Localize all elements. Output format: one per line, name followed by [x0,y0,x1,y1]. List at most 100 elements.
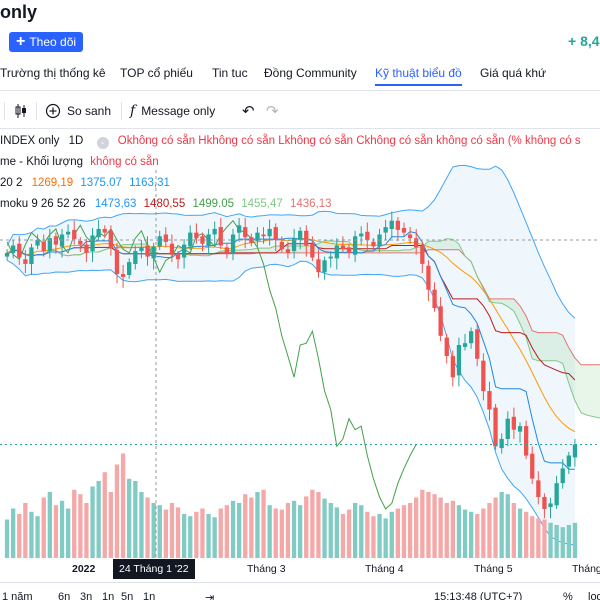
follow-button[interactable]: + Theo dõi [9,32,84,52]
candle-body [340,245,346,250]
candle-body [96,228,101,238]
percent-toggle[interactable]: % [563,591,573,600]
range-3m[interactable]: 3n [80,591,93,600]
volume-bar [127,478,132,558]
volume-bar [298,505,303,558]
tab-community[interactable]: Đồng Community [264,66,357,80]
candle-body [530,453,535,479]
volume-bar [377,514,382,558]
volume-bar [194,511,199,558]
range-6m[interactable]: 6n [58,591,71,600]
candle-body [243,227,248,238]
candle-body [249,237,254,243]
range-1m[interactable]: 1n [102,591,115,600]
volume-bar [328,503,333,558]
candle-body [395,220,400,230]
volume-bar [505,494,510,558]
candle-body [90,235,95,252]
price-change: + 8,4 [568,33,600,49]
tab-technical-chart[interactable]: Kỹ thuật biểu đồ [375,66,462,86]
volume-bar [444,503,449,558]
candle-body [23,259,28,264]
tab-history[interactable]: Giá quá khứ [480,66,547,80]
symbol-title: only [0,2,38,22]
candle-body [316,259,321,273]
volume-legend: me - Khối lượng không có sẵn [0,156,159,168]
tab-news[interactable]: Tin tuc [212,66,248,80]
candle-body [383,227,388,233]
volume-bar [17,514,22,558]
candle-body [511,416,516,430]
volume-bar [169,503,175,558]
volume-bar [285,503,291,558]
volume-bar [243,494,248,558]
candle-body [206,234,211,246]
candle-body [169,243,175,255]
candle-body [371,241,376,247]
ich-lagging-value: 1499.05 [192,198,235,210]
volume-bar [35,516,40,558]
volume-bar [401,505,407,558]
volume-bar [499,492,504,558]
range-1d[interactable]: 1n [143,591,156,600]
time-label-march: Tháng 3 [247,563,286,575]
candle-body [432,289,437,309]
volume-bar [212,517,217,558]
candle-body [200,236,205,244]
volume-bar [237,503,242,558]
volume-bar [206,514,211,558]
range-5d[interactable]: 5n [121,591,134,600]
volume-bar [359,505,364,558]
volume-bar [371,516,376,558]
volume-bar [255,492,260,558]
tab-top-stocks[interactable]: TOP cổ phiếu [120,66,193,80]
price-chart[interactable] [0,130,600,560]
follow-button-label: Theo dõi [29,35,77,49]
range-1y[interactable]: 1 năm [2,591,33,600]
compare-button[interactable]: So sanh [45,96,111,126]
bottom-bar: 1 năm 6n 3n 1n 5n 1n ⇥ 15:13:48 (UTC+7) … [0,582,600,600]
candle-body [47,238,52,252]
redo-button[interactable]: ↷ [266,96,279,126]
tab-market-stats[interactable]: Trường thị thống kê [0,66,106,80]
candle-body [145,245,150,257]
undo-button[interactable]: ↶ [242,96,255,126]
candle-body [218,227,223,246]
volume-bar [151,503,156,558]
volume-bar [469,511,474,558]
candle-body [291,238,297,252]
candle-body [542,497,547,509]
volume-bar [334,507,339,558]
volume-bar [389,511,394,558]
volume-bar [524,511,529,558]
ich-base-value: 1480,55 [143,198,186,210]
collapse-icon[interactable]: - [96,137,109,149]
volume-bar [78,494,83,558]
volume-bar [310,489,315,558]
volume-bar [47,492,52,558]
volume-bar [249,497,254,558]
candle-body [273,227,278,240]
volume-bar [224,505,229,558]
volume-bar [66,508,71,558]
candle-body [11,245,16,253]
toolbar-separator [4,102,5,120]
ich-leadb-value: 1436,13 [290,198,332,210]
volume-bar [267,505,272,558]
message-button[interactable]: f Message only [130,96,215,126]
bollinger-legend: 20 2 1269,19 1375.07 1163,31 [0,177,170,189]
candle-body [554,483,559,506]
candle-body [29,247,34,264]
candle-body [151,246,156,259]
log-toggle[interactable]: log [588,591,600,600]
chart-type-button[interactable] [14,96,28,126]
volume-bar [261,489,266,558]
ichimoku-span-b-line [43,246,600,366]
time-label-april: Tháng 4 [365,563,404,575]
goto-date-icon[interactable]: ⇥ [205,592,215,600]
candle-body [438,306,443,336]
volume-bar [407,503,413,558]
candle-body [224,247,229,253]
volume-bar [279,509,284,558]
candle-body [285,249,291,253]
